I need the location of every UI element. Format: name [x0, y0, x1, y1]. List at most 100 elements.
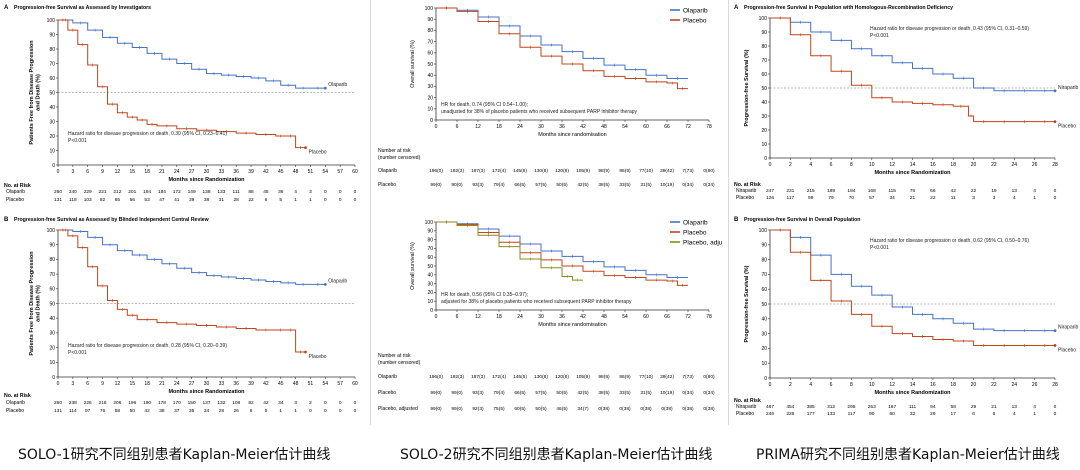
risk-cell: 33(5) [619, 182, 631, 188]
x-tick-label: 9 [101, 381, 104, 387]
risk-cell: 194 [143, 189, 151, 195]
risk-cell: 187(3) [471, 374, 485, 380]
x-tick-label: 24 [517, 124, 523, 130]
risk-cell: 47 [159, 197, 165, 203]
risk-cell: 50 [130, 408, 136, 414]
x-tick-label: 60 [352, 381, 358, 387]
risk-cell: 38(5) [598, 182, 610, 188]
risk-cell: 1 [294, 408, 297, 414]
risk-cell: 0 [339, 189, 342, 195]
y-tick-label: 20 [49, 345, 55, 351]
x-tick-label: 24 [517, 314, 523, 320]
y-tick-label: 90 [761, 30, 767, 36]
risk-cell: 28 [234, 197, 240, 203]
risk-cell: 76 [910, 188, 916, 194]
y-axis-label: Patients Free from Disease Progressionan… [29, 251, 42, 356]
y-tick-label: 90 [427, 229, 433, 235]
series-end-point [323, 282, 327, 286]
risk-cell: 99(0) [430, 390, 442, 396]
x-axis-label: Months since randomisation [538, 132, 606, 138]
risk-cell: 75(5) [493, 406, 505, 412]
x-tick-label: 3 [71, 381, 74, 387]
y-tick-label: 40 [49, 316, 55, 322]
y-axis-label-line: Progression-free Survival (%) [744, 49, 750, 126]
annotation: P<0.001 [68, 138, 87, 144]
y-tick-label: 80 [49, 257, 55, 263]
y-axis-label: Progression-free Survival (%) [744, 265, 750, 342]
risk-cell: 196(0) [429, 374, 443, 380]
y-tick-label: 30 [427, 84, 433, 90]
annotation: unadjusted for 38% of placebo patients w… [441, 109, 638, 115]
risk-table-title: No. at Risk [4, 393, 31, 399]
y-axis-label-line: Patients Free from Disease Progression [29, 251, 35, 356]
x-tick-label: 12 [115, 169, 121, 175]
series-label: Niraparib [1058, 325, 1079, 331]
annotation: P<0.001 [68, 350, 87, 356]
risk-cell: 126 [766, 195, 774, 201]
risk-cell: 86(9) [619, 374, 631, 380]
x-tick-label: 78 [706, 314, 712, 320]
risk-cell: 131 [54, 197, 62, 203]
risk-row-label: Olaparib [6, 400, 25, 406]
series-line-olaparib [58, 19, 326, 89]
y-tick-label: 100 [759, 16, 768, 22]
risk-cell: 0(80) [703, 374, 715, 380]
legend-label: Olaparib [683, 8, 708, 15]
x-tick-label: 28 [1052, 162, 1058, 168]
panel-letter: B [734, 217, 739, 223]
x-tick-label: 12 [889, 162, 895, 168]
chart-title: Progression-free Survival as Assessed by… [14, 5, 151, 11]
risk-cell: 46(5) [556, 406, 568, 412]
y-tick-label: 0 [430, 118, 433, 124]
risk-cell: 132 [217, 400, 225, 406]
x-tick-label: 20 [971, 382, 977, 388]
x-tick-label: 48 [601, 124, 607, 130]
x-tick-label: 0 [435, 314, 438, 320]
y-tick-label: 50 [49, 90, 55, 96]
risk-table-title: (number censored) [378, 155, 421, 161]
y-tick-label: 70 [49, 61, 55, 67]
risk-cell: 22 [930, 195, 936, 201]
risk-cell: 3 [993, 195, 996, 201]
risk-cell: 117 [787, 195, 795, 201]
series-line-placebo [58, 229, 306, 353]
x-tick-label: 15 [129, 169, 135, 175]
risk-cell: 2 [309, 400, 312, 406]
x-tick-label: 30 [204, 381, 210, 387]
risk-cell: 6 [265, 197, 268, 203]
y-tick-label: 100 [425, 220, 434, 226]
risk-cell: 170 [173, 400, 181, 406]
risk-cell: 93(3) [472, 390, 484, 396]
risk-cell: 4 [1013, 195, 1016, 201]
x-tick-label: 4 [809, 162, 812, 168]
x-tick-label: 6 [456, 314, 459, 320]
risk-cell: 184 [847, 188, 855, 194]
y-tick-label: 70 [427, 246, 433, 252]
x-tick-label: 51 [308, 381, 314, 387]
risk-row-label: Placebo [736, 411, 754, 417]
risk-cell: 133 [827, 411, 835, 417]
risk-cell: 82 [248, 400, 254, 406]
risk-cell: 238 [69, 400, 77, 406]
series-end-point [1053, 329, 1057, 333]
x-tick-label: 33 [219, 381, 225, 387]
y-tick-label: 90 [427, 17, 433, 23]
x-tick-label: 0 [769, 162, 772, 168]
series-line-placebo [770, 17, 1055, 123]
risk-cell: 178 [158, 400, 166, 406]
x-tick-label: 9 [101, 169, 104, 175]
y-tick-label: 20 [427, 290, 433, 296]
solo2-os-adjusted-chart: 0 10 20 30 40 50 60 70 80 90 100 0 6 12 18 24 30 36 42 48 54… [378, 220, 723, 413]
panel-letter: B [4, 217, 9, 223]
risk-cell: 6 [993, 411, 996, 417]
x-tick-label: 30 [204, 169, 210, 175]
risk-cell: 77(10) [639, 374, 653, 380]
risk-cell: 50(5) [556, 390, 568, 396]
y-tick-label: 30 [49, 119, 55, 125]
y-tick-label: 0 [764, 376, 767, 382]
risk-cell: 79(4) [493, 182, 505, 188]
x-tick-label: 54 [622, 124, 628, 130]
y-tick-label: 100 [759, 228, 768, 234]
y-axis-label: Progression-free Survival (%) [744, 49, 750, 126]
risk-cell: 38(5) [598, 390, 610, 396]
